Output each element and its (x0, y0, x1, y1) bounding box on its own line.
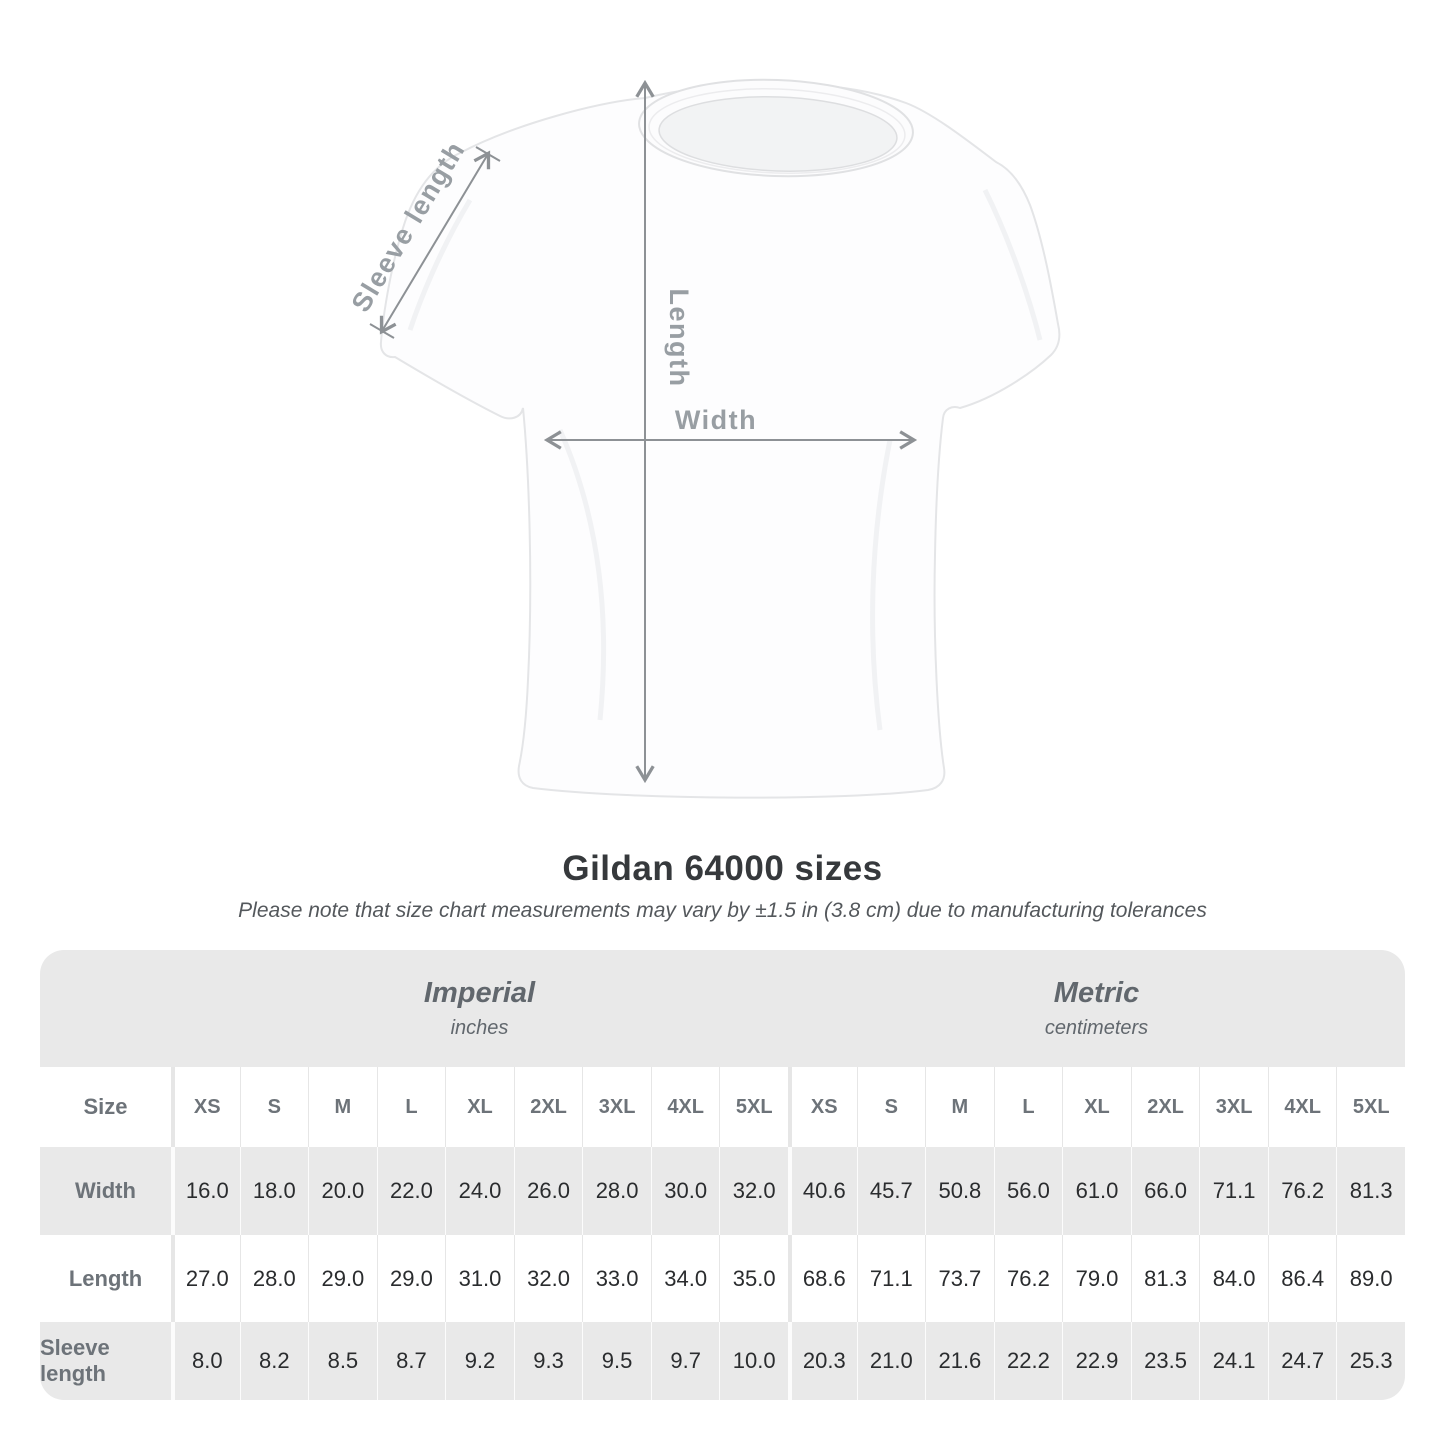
value-cell: 89.0 (1336, 1235, 1405, 1322)
value-cell: 27.0 (171, 1235, 240, 1322)
value-cell: 56.0 (993, 1147, 1063, 1235)
page-title: Gildan 64000 sizes (562, 849, 883, 888)
size-table: Imperial inches Metric centimeters Size … (40, 950, 1405, 1400)
value-cell: 8.2 (239, 1322, 309, 1400)
value-cell: 76.2 (993, 1235, 1063, 1322)
unit-group-imperial: Imperial inches (171, 950, 788, 1067)
size-col-header: XS (788, 1067, 857, 1147)
value-cell: 20.0 (308, 1147, 377, 1235)
size-col-header: 4XL (1267, 1067, 1337, 1147)
size-col-header: 3XL (1199, 1067, 1268, 1147)
value-cell: 24.7 (1267, 1322, 1337, 1400)
value-cell: 23.5 (1130, 1322, 1200, 1400)
value-cell: 71.1 (1199, 1147, 1268, 1235)
value-cell: 66.0 (1130, 1147, 1200, 1235)
value-cell: 29.0 (308, 1235, 377, 1322)
value-cell: 26.0 (513, 1147, 583, 1235)
imperial-title: Imperial (423, 977, 536, 1009)
size-col-header: 4XL (650, 1067, 720, 1147)
value-cell: 22.9 (1062, 1322, 1131, 1400)
value-cell: 86.4 (1267, 1235, 1337, 1322)
value-cell: 28.0 (239, 1235, 309, 1322)
size-col-header: L (993, 1067, 1063, 1147)
value-cell: 31.0 (445, 1235, 514, 1322)
size-col-header: XL (1062, 1067, 1131, 1147)
value-cell: 22.2 (993, 1322, 1063, 1400)
value-cell: 33.0 (582, 1235, 651, 1322)
size-col-header: 2XL (513, 1067, 583, 1147)
table-row-length: Length 27.0 28.0 29.0 29.0 31.0 32.0 33.… (40, 1235, 1405, 1322)
value-cell: 76.2 (1267, 1147, 1337, 1235)
metric-title: Metric (1053, 977, 1140, 1009)
value-cell: 61.0 (1062, 1147, 1131, 1235)
value-cell: 8.0 (171, 1322, 240, 1400)
row-label: Width (75, 1178, 136, 1203)
size-col-header: 2XL (1130, 1067, 1200, 1147)
size-col-header: M (925, 1067, 994, 1147)
value-cell: 9.3 (513, 1322, 583, 1400)
size-col-header: 3XL (582, 1067, 651, 1147)
value-cell: 68.6 (788, 1235, 857, 1322)
metric-unit: centimeters (1044, 1017, 1149, 1039)
value-cell: 18.0 (239, 1147, 309, 1235)
size-col-header: XS (171, 1067, 240, 1147)
sleeve-length-arrow (369, 146, 501, 339)
value-cell: 20.3 (788, 1322, 857, 1400)
value-cell: 32.0 (719, 1147, 788, 1235)
value-cell: 21.0 (856, 1322, 926, 1400)
value-cell: 84.0 (1199, 1235, 1268, 1322)
value-cell: 9.7 (650, 1322, 720, 1400)
unit-group-metric: Metric centimeters (788, 950, 1405, 1067)
table-row-width: Width 16.0 18.0 20.0 22.0 24.0 26.0 28.0… (40, 1147, 1405, 1235)
tshirt-illustration: Length Width Sleeve length (346, 78, 1061, 799)
value-cell: 81.3 (1336, 1147, 1405, 1235)
tshirt-measurement-diagram: Length Width Sleeve length (346, 78, 1061, 799)
value-cell: 35.0 (719, 1235, 788, 1322)
size-col-header: M (308, 1067, 377, 1147)
size-header-row: Size XS S M L XL 2XL 3XL 4XL 5XL XS S M … (40, 1067, 1405, 1147)
value-cell: 24.0 (445, 1147, 514, 1235)
value-cell: 22.0 (376, 1147, 446, 1235)
value-cell: 21.6 (925, 1322, 994, 1400)
value-cell: 40.6 (788, 1147, 857, 1235)
value-cell: 29.0 (376, 1235, 446, 1322)
value-cell: 9.2 (445, 1322, 514, 1400)
value-cell: 8.7 (376, 1322, 446, 1400)
unit-header-row: Imperial inches Metric centimeters (40, 950, 1405, 1067)
row-label: Sleeve length (40, 1335, 110, 1386)
value-cell: 30.0 (650, 1147, 720, 1235)
value-cell: 9.5 (582, 1322, 651, 1400)
size-col-header: 5XL (719, 1067, 788, 1147)
value-cell: 8.5 (308, 1322, 377, 1400)
imperial-unit: inches (450, 1017, 509, 1039)
value-cell: 34.0 (650, 1235, 720, 1322)
value-cell: 10.0 (719, 1322, 788, 1400)
length-dimension-label: Length (664, 289, 694, 388)
value-cell: 50.8 (925, 1147, 994, 1235)
value-cell: 81.3 (1130, 1235, 1200, 1322)
size-col-header: L (376, 1067, 446, 1147)
tolerance-note: Please note that size chart measurements… (238, 899, 1207, 922)
value-cell: 25.3 (1336, 1322, 1405, 1400)
value-cell: 28.0 (582, 1147, 651, 1235)
size-col-header: S (239, 1067, 309, 1147)
value-cell: 16.0 (171, 1147, 240, 1235)
size-col-header: 5XL (1336, 1067, 1405, 1147)
size-col-header: S (856, 1067, 926, 1147)
value-cell: 24.1 (1199, 1322, 1268, 1400)
value-cell: 73.7 (925, 1235, 994, 1322)
row-label: Length (68, 1265, 143, 1291)
size-row-label: Size (83, 1094, 128, 1119)
size-col-header: XL (445, 1067, 514, 1147)
table-row-sleeve-length: Sleeve length 8.0 8.2 8.5 8.7 9.2 9.3 9.… (40, 1322, 1405, 1400)
collar (638, 78, 914, 178)
value-cell: 32.0 (513, 1235, 583, 1322)
value-cell: 79.0 (1062, 1235, 1131, 1322)
value-cell: 71.1 (856, 1235, 926, 1322)
value-cell: 45.7 (856, 1147, 926, 1235)
width-dimension-label: Width (675, 405, 757, 435)
